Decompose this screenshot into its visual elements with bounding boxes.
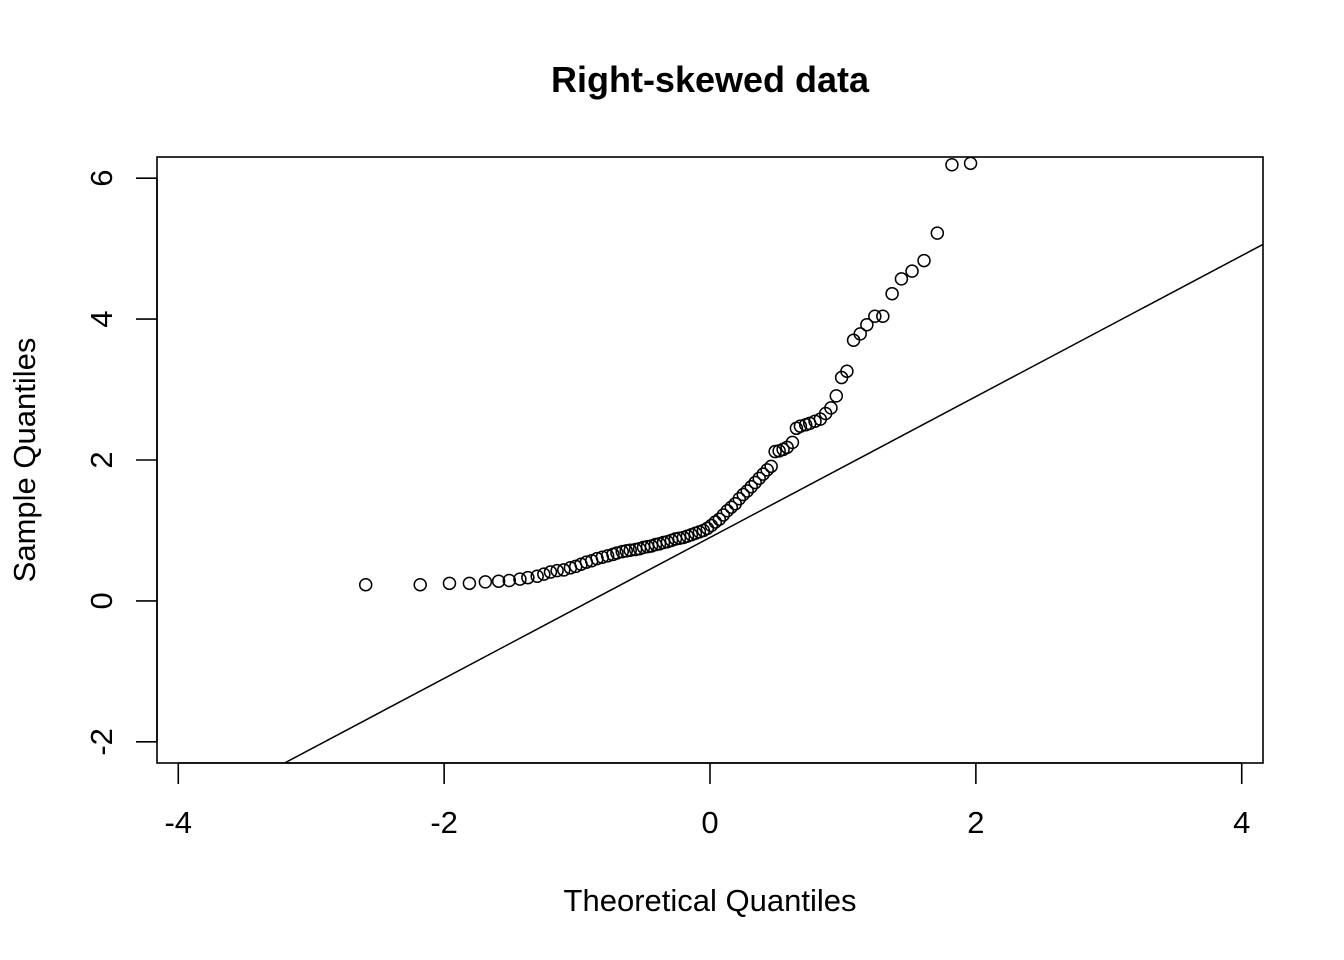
y-tick-label: 4 bbox=[84, 310, 119, 327]
data-point bbox=[744, 480, 758, 494]
x-tick-label: 2 bbox=[967, 805, 984, 840]
data-point bbox=[748, 475, 762, 490]
data-point bbox=[917, 253, 931, 268]
data-point bbox=[712, 512, 727, 526]
data-point bbox=[442, 576, 457, 591]
data-point bbox=[623, 543, 637, 557]
data-point bbox=[550, 563, 564, 578]
data-point bbox=[462, 576, 477, 591]
y-tick-label: 6 bbox=[84, 170, 119, 187]
y-tick-label: -2 bbox=[84, 728, 119, 756]
data-point bbox=[736, 487, 750, 502]
x-tick-label: 4 bbox=[1233, 805, 1250, 840]
x-tick-label: -4 bbox=[164, 805, 192, 840]
data-point bbox=[600, 549, 615, 563]
data-point bbox=[894, 272, 909, 286]
x-tick-label: -2 bbox=[430, 805, 458, 840]
data-point bbox=[716, 508, 731, 522]
x-tick-label: 0 bbox=[701, 805, 718, 840]
data-point bbox=[930, 226, 945, 240]
data-point bbox=[945, 158, 959, 172]
data-point bbox=[732, 492, 746, 506]
data-point bbox=[358, 577, 373, 592]
data-point bbox=[740, 484, 754, 498]
data-point bbox=[876, 309, 890, 324]
data-point bbox=[824, 401, 838, 415]
x-axis-label: Theoretical Quantiles bbox=[564, 883, 857, 918]
y-tick-label: 0 bbox=[84, 592, 119, 609]
data-point bbox=[502, 573, 517, 588]
data-point bbox=[513, 572, 527, 586]
data-point bbox=[724, 500, 739, 514]
data-point bbox=[785, 435, 800, 450]
data-point bbox=[543, 565, 558, 579]
plot-area-frame bbox=[156, 156, 1264, 764]
x-axis: -4 -2 0 2 4 bbox=[164, 762, 1250, 840]
data-point bbox=[752, 471, 766, 486]
data-point bbox=[760, 463, 774, 477]
data-point bbox=[885, 286, 899, 301]
y-axis-label: Sample Quantiles bbox=[7, 338, 42, 583]
data-point bbox=[764, 459, 778, 474]
data-point bbox=[840, 364, 854, 378]
data-point bbox=[905, 264, 919, 278]
data-point bbox=[700, 521, 715, 536]
data-point bbox=[829, 389, 844, 403]
data-point bbox=[860, 317, 874, 332]
data-points bbox=[358, 157, 978, 592]
data-point bbox=[537, 567, 551, 581]
reference-line bbox=[283, 243, 1263, 763]
data-point bbox=[720, 503, 735, 518]
data-point bbox=[708, 515, 723, 529]
data-point bbox=[478, 575, 493, 589]
data-point bbox=[557, 563, 571, 577]
data-point bbox=[530, 569, 544, 584]
data-point bbox=[521, 570, 535, 585]
data-point bbox=[491, 574, 506, 588]
data-point bbox=[610, 546, 624, 560]
y-tick-label: 2 bbox=[84, 451, 119, 468]
data-point bbox=[413, 577, 427, 592]
data-point bbox=[853, 327, 867, 341]
data-point bbox=[793, 419, 808, 433]
data-point bbox=[868, 309, 882, 324]
y-axis: -2 0 2 4 6 bbox=[84, 170, 158, 756]
chart-title: Right-skewed data bbox=[551, 59, 870, 100]
data-point bbox=[846, 333, 861, 347]
data-point bbox=[963, 157, 978, 171]
data-point bbox=[756, 467, 770, 481]
